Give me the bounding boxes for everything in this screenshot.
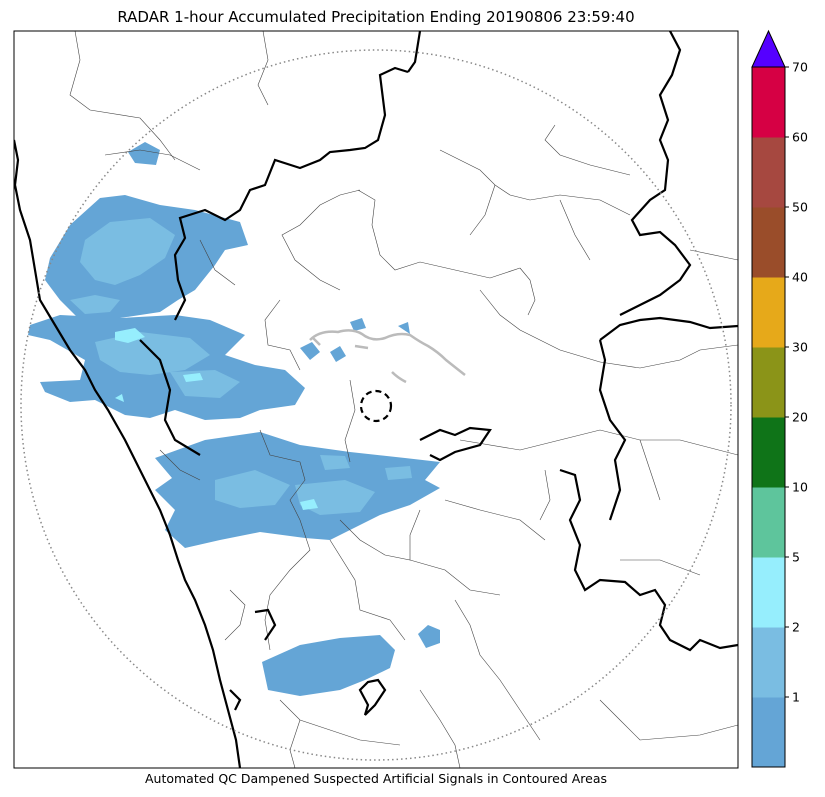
colorbar-tick-label: 5 — [792, 550, 800, 565]
coastline — [14, 139, 242, 768]
precipitation-layer-5 — [115, 328, 318, 510]
rain-cell-south — [262, 635, 395, 696]
colorbar-outline — [751, 66, 786, 768]
colorbar-swatch-20 — [752, 417, 785, 488]
colorbar-tick-label: 20 — [792, 410, 808, 425]
state-boundaries — [14, 31, 738, 768]
colorbar-tick-label: 2 — [792, 620, 800, 635]
map-frame — [13, 30, 739, 769]
radar-range-ring — [20, 49, 732, 761]
rain-speckles — [300, 318, 410, 362]
colorbar-tick-label: 10 — [792, 480, 808, 495]
colorbar-swatch-10 — [752, 487, 785, 558]
radar-site-marker — [359, 389, 393, 423]
colorbar-swatch-60 — [752, 137, 785, 208]
colorbar-swatch-40 — [752, 277, 785, 348]
district-boundaries — [69, 31, 738, 768]
colorbar-swatch-2 — [752, 627, 785, 698]
colorbar-extend-arrow — [751, 29, 786, 68]
colorbar-tick-label: 60 — [792, 130, 808, 145]
colorbar-tick-label: 40 — [792, 270, 808, 285]
colorbar: 1 2 5 10 20 30 40 50 60 70 — [751, 29, 808, 768]
colorbar-swatch-50 — [752, 207, 785, 278]
colorbar-swatch-70 — [752, 67, 785, 138]
precipitation-layer — [28, 142, 440, 696]
colorbar-tick-label: 50 — [792, 200, 808, 215]
colorbar-swatch-1 — [752, 697, 785, 768]
kerala-karnataka-border — [173, 66, 409, 321]
colorbar-swatch-5 — [752, 557, 785, 628]
colorbar-tick-label: 70 — [792, 60, 808, 75]
map-title: RADAR 1-hour Accumulated Precipitation E… — [117, 8, 635, 26]
colorbar-swatch-30 — [752, 347, 785, 418]
colorbar-tick-label: 1 — [792, 690, 800, 705]
qc-contours — [309, 329, 466, 384]
rain-cell-north-small — [128, 142, 160, 165]
map-caption: Automated QC Dampened Suspected Artifici… — [144, 771, 608, 786]
colorbar-tick-label: 30 — [792, 340, 808, 355]
rain-cell-south-small — [418, 625, 440, 648]
karnataka-goa-border — [407, 31, 422, 73]
